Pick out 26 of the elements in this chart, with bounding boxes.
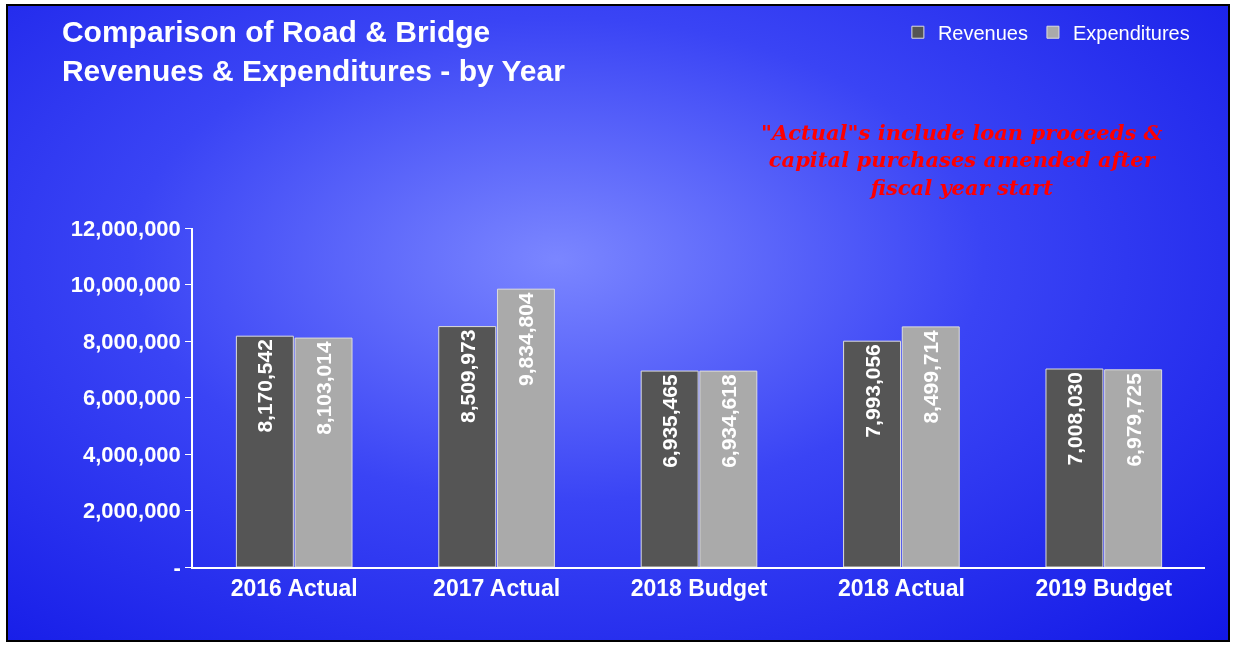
chart-title: Comparison of Road & Bridge Revenues & Expenditures - by Year	[61, 15, 566, 88]
data-label: 7,993,056	[860, 344, 884, 438]
data-label: 6,979,725	[1121, 372, 1145, 467]
y-tick-label: 10,000,000	[70, 272, 181, 298]
data-label: 6,934,618	[716, 374, 740, 468]
data-label: 7,008,030	[1062, 372, 1086, 466]
data-label: 6,935,465	[658, 374, 682, 468]
x-tick-label: 2017 Actual	[433, 575, 561, 602]
y-tick-label: 4,000,000	[82, 441, 181, 467]
data-label: 8,509,973	[455, 329, 479, 424]
legend-label: Revenues	[937, 22, 1028, 45]
data-label: 9,834,804	[514, 292, 538, 386]
text: "Actual"s include loan proceeds & capital purchases amended after fiscal year start	[761, 120, 1163, 200]
y-tick-label: -	[173, 554, 181, 580]
y-tick-label: 8,000,000	[82, 328, 181, 354]
legend-label: Expenditures	[1072, 22, 1190, 45]
data-label: 8,499,714	[919, 329, 943, 424]
y-tick-label: 6,000,000	[82, 385, 181, 411]
y-tick-label: 2,000,000	[82, 498, 181, 524]
x-tick-label: 2019 Budget	[1035, 575, 1173, 602]
x-tick-label: 2018 Budget	[630, 575, 768, 602]
data-label: 8,170,542	[253, 339, 277, 433]
data-label: 8,103,014	[312, 341, 336, 435]
x-tick-label: 2018 Actual	[837, 575, 965, 602]
y-tick-label: 12,000,000	[70, 215, 181, 241]
x-tick-label: 2016 Actual	[230, 575, 358, 602]
